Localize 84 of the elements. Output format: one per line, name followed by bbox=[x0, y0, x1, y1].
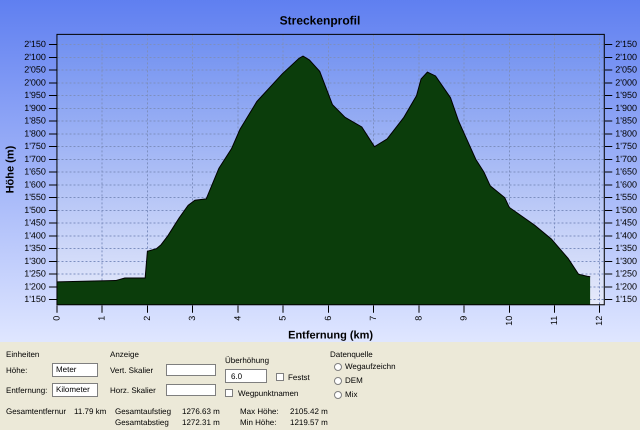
y2-tick-label: 2'050 bbox=[615, 64, 638, 75]
text: 1272.31 m bbox=[182, 418, 220, 428]
y-tick-label: 1'250 bbox=[24, 268, 46, 279]
text: Gesamtaufstieg bbox=[115, 407, 172, 417]
y2-tick-label: 1'650 bbox=[615, 166, 638, 177]
text: Max Höhe: bbox=[240, 407, 279, 417]
x-tick-label: 4 bbox=[232, 316, 242, 321]
y-tick-label: 1'700 bbox=[24, 154, 46, 164]
y-tick-label: 1'400 bbox=[24, 230, 46, 240]
y2-tick-label: 2'000 bbox=[615, 77, 638, 88]
y-tick-label: 1'500 bbox=[24, 204, 46, 215]
y2-tick-label: 1'750 bbox=[615, 141, 638, 152]
y2-tick-label: 1'250 bbox=[615, 268, 638, 279]
y2-tick-label: 1'450 bbox=[615, 218, 638, 228]
y-tick-label: 2'050 bbox=[24, 64, 46, 75]
y-tick-label: 1'600 bbox=[24, 179, 46, 190]
text: 1219.57 m bbox=[290, 418, 328, 428]
x-tick-label: 12 bbox=[594, 316, 604, 326]
y-tick-label: 2'000 bbox=[24, 77, 46, 88]
y2-tick-label: 1'850 bbox=[615, 116, 638, 126]
y2-tick-label: 1'600 bbox=[615, 179, 638, 190]
text: 1276.63 m bbox=[182, 407, 220, 417]
y2-tick-label: 1'700 bbox=[615, 154, 638, 164]
x-tick-label: 9 bbox=[458, 316, 469, 321]
text: Einheiten bbox=[6, 350, 40, 360]
y-tick-label: 1'900 bbox=[24, 102, 46, 113]
y2-tick-label: 1'950 bbox=[615, 90, 638, 100]
text: Entfernung: bbox=[6, 386, 48, 396]
y-tick-label: 2'150 bbox=[24, 39, 46, 50]
x-tick-label: 1 bbox=[96, 316, 107, 321]
text: Festst bbox=[288, 373, 310, 383]
x-tick-label: 0 bbox=[51, 316, 62, 321]
y-axis-title: Höhe (m) bbox=[4, 145, 17, 194]
y2-tick-label: 2'100 bbox=[615, 52, 638, 62]
text: Meter bbox=[56, 365, 76, 375]
text: Anzeige bbox=[110, 350, 139, 360]
y-tick-label: 1'200 bbox=[24, 281, 46, 292]
x-tick-label: 5 bbox=[278, 316, 288, 321]
y2-tick-label: 1'400 bbox=[615, 230, 638, 240]
y-tick-label: 1'550 bbox=[24, 192, 46, 202]
y-tick-label: 1'150 bbox=[24, 294, 46, 304]
x-tick-label: 2 bbox=[142, 316, 152, 321]
y-tick-label: 1'850 bbox=[24, 116, 46, 126]
y2-tick-label: 1'900 bbox=[615, 102, 638, 113]
y2-tick-label: 1'150 bbox=[615, 294, 638, 304]
y-tick-label: 1'800 bbox=[24, 128, 46, 138]
x-tick-label: 10 bbox=[504, 316, 514, 326]
y2-tick-label: 1'800 bbox=[615, 128, 638, 138]
text: 11.79 km bbox=[74, 407, 106, 417]
text: Horz. Skalier bbox=[110, 386, 156, 396]
x-tick-label: 11 bbox=[548, 316, 559, 326]
text: DEM bbox=[345, 376, 363, 386]
text: Mix bbox=[345, 390, 358, 400]
y2-tick-label: 1'550 bbox=[615, 192, 638, 202]
text: Höhe: bbox=[6, 366, 28, 376]
text: Kilometer bbox=[56, 385, 90, 395]
y2-tick-label: 1'300 bbox=[615, 256, 638, 266]
y-tick-label: 1'300 bbox=[24, 256, 46, 266]
y2-tick-label: 1'500 bbox=[615, 204, 638, 215]
text: Min Höhe: bbox=[240, 418, 276, 428]
y-tick-label: 1'450 bbox=[24, 218, 46, 228]
text: Gesamtentfernur bbox=[6, 407, 66, 417]
x-tick-label: 8 bbox=[413, 316, 424, 321]
text: Wegaufzeichn bbox=[345, 362, 396, 372]
x-tick-label: 3 bbox=[187, 316, 198, 321]
y2-tick-label: 2'150 bbox=[615, 39, 638, 50]
text: Überhöhung bbox=[225, 356, 270, 366]
y-tick-label: 1'350 bbox=[24, 243, 46, 254]
y-tick-label: 2'100 bbox=[24, 52, 46, 62]
y-tick-label: 1'650 bbox=[24, 166, 46, 177]
y2-tick-label: 1'200 bbox=[615, 281, 638, 292]
text: Vert. Skalier bbox=[110, 366, 154, 376]
text: Datenquelle bbox=[330, 350, 373, 360]
x-tick-label: 6 bbox=[322, 316, 333, 321]
x-axis-title: Entfernung (km) bbox=[288, 329, 374, 342]
y-tick-label: 1'950 bbox=[24, 90, 46, 100]
y2-tick-label: 1'350 bbox=[615, 243, 638, 254]
chart-title: Streckenprofil bbox=[280, 14, 360, 28]
text: 6.0 bbox=[231, 372, 242, 382]
y-tick-label: 1'750 bbox=[24, 141, 46, 152]
text: Wegpunktnamen bbox=[238, 389, 298, 399]
text: Gesamtabstieg bbox=[115, 418, 169, 428]
text: 2105.42 m bbox=[290, 407, 328, 417]
x-tick-label: 7 bbox=[368, 316, 378, 321]
